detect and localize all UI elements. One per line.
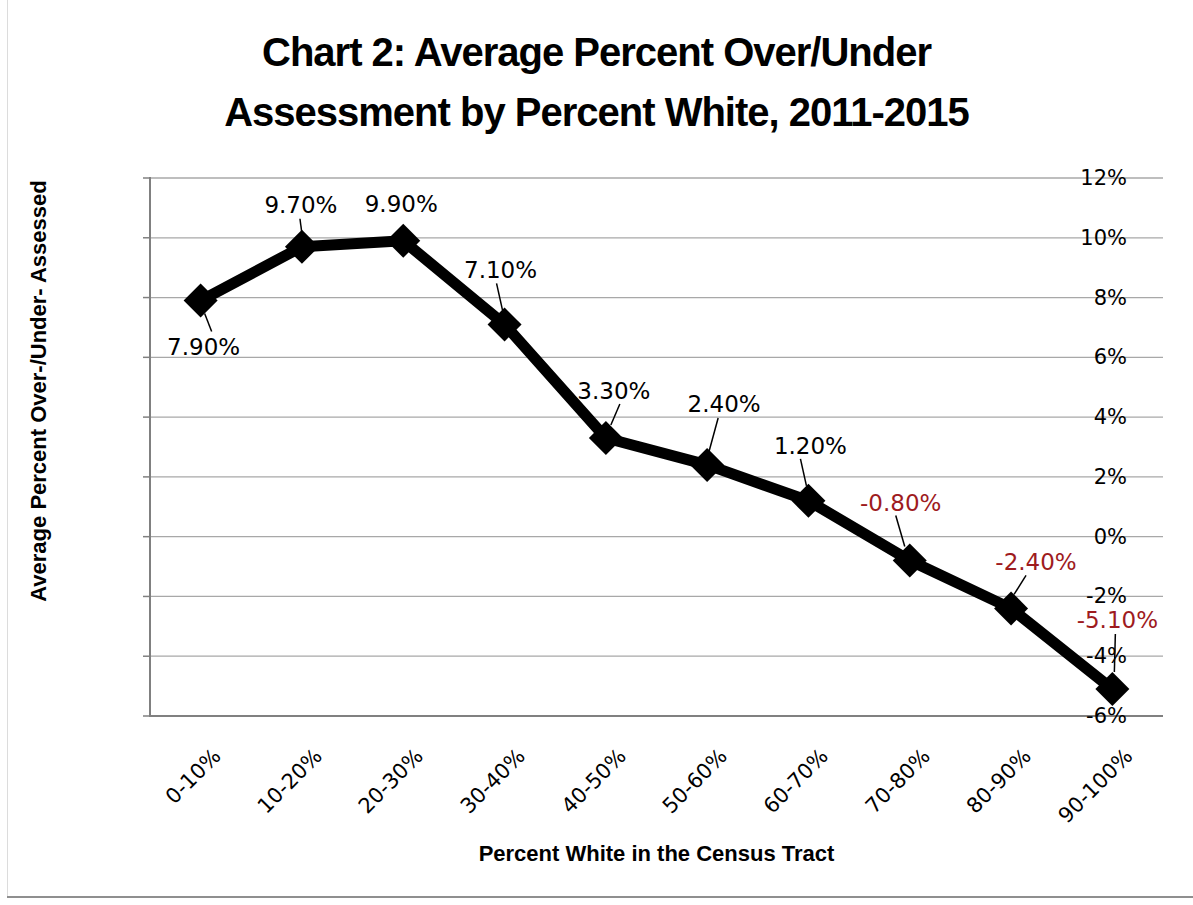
data-label: 1.20% <box>774 433 847 459</box>
y-tick-label: 4% <box>1094 405 1127 429</box>
y-tick-label: 6% <box>1094 345 1127 369</box>
data-label: -0.80% <box>860 490 941 516</box>
y-tick-label: 10% <box>1080 226 1127 250</box>
y-tick-label: 2% <box>1094 465 1127 489</box>
data-label-leader <box>709 418 718 451</box>
data-label: 2.40% <box>688 391 761 417</box>
data-label: 3.30% <box>577 378 650 404</box>
data-label-leader <box>800 459 806 486</box>
y-tick-label: -4% <box>1086 644 1127 668</box>
data-label: -5.10% <box>1077 607 1158 633</box>
y-tick-label: 12% <box>1080 166 1127 190</box>
data-label: 7.10% <box>464 257 537 283</box>
y-tick-label: 0% <box>1094 525 1127 549</box>
data-label: 9.70% <box>264 192 337 218</box>
data-label-leader <box>1014 575 1026 594</box>
data-label-leader <box>611 404 620 425</box>
y-tick-label: -2% <box>1086 584 1127 608</box>
data-label: -2.40% <box>995 549 1076 575</box>
y-tick-label: 8% <box>1094 286 1127 310</box>
y-tick-label: -6% <box>1086 704 1127 728</box>
data-label-leader <box>205 314 212 332</box>
series-line <box>201 241 1113 689</box>
data-label: 9.90% <box>365 191 438 217</box>
data-label-leader <box>896 516 905 547</box>
chart-page: Chart 2: Average Percent Over/Under Asse… <box>0 0 1193 905</box>
data-label: 7.90% <box>167 334 240 360</box>
